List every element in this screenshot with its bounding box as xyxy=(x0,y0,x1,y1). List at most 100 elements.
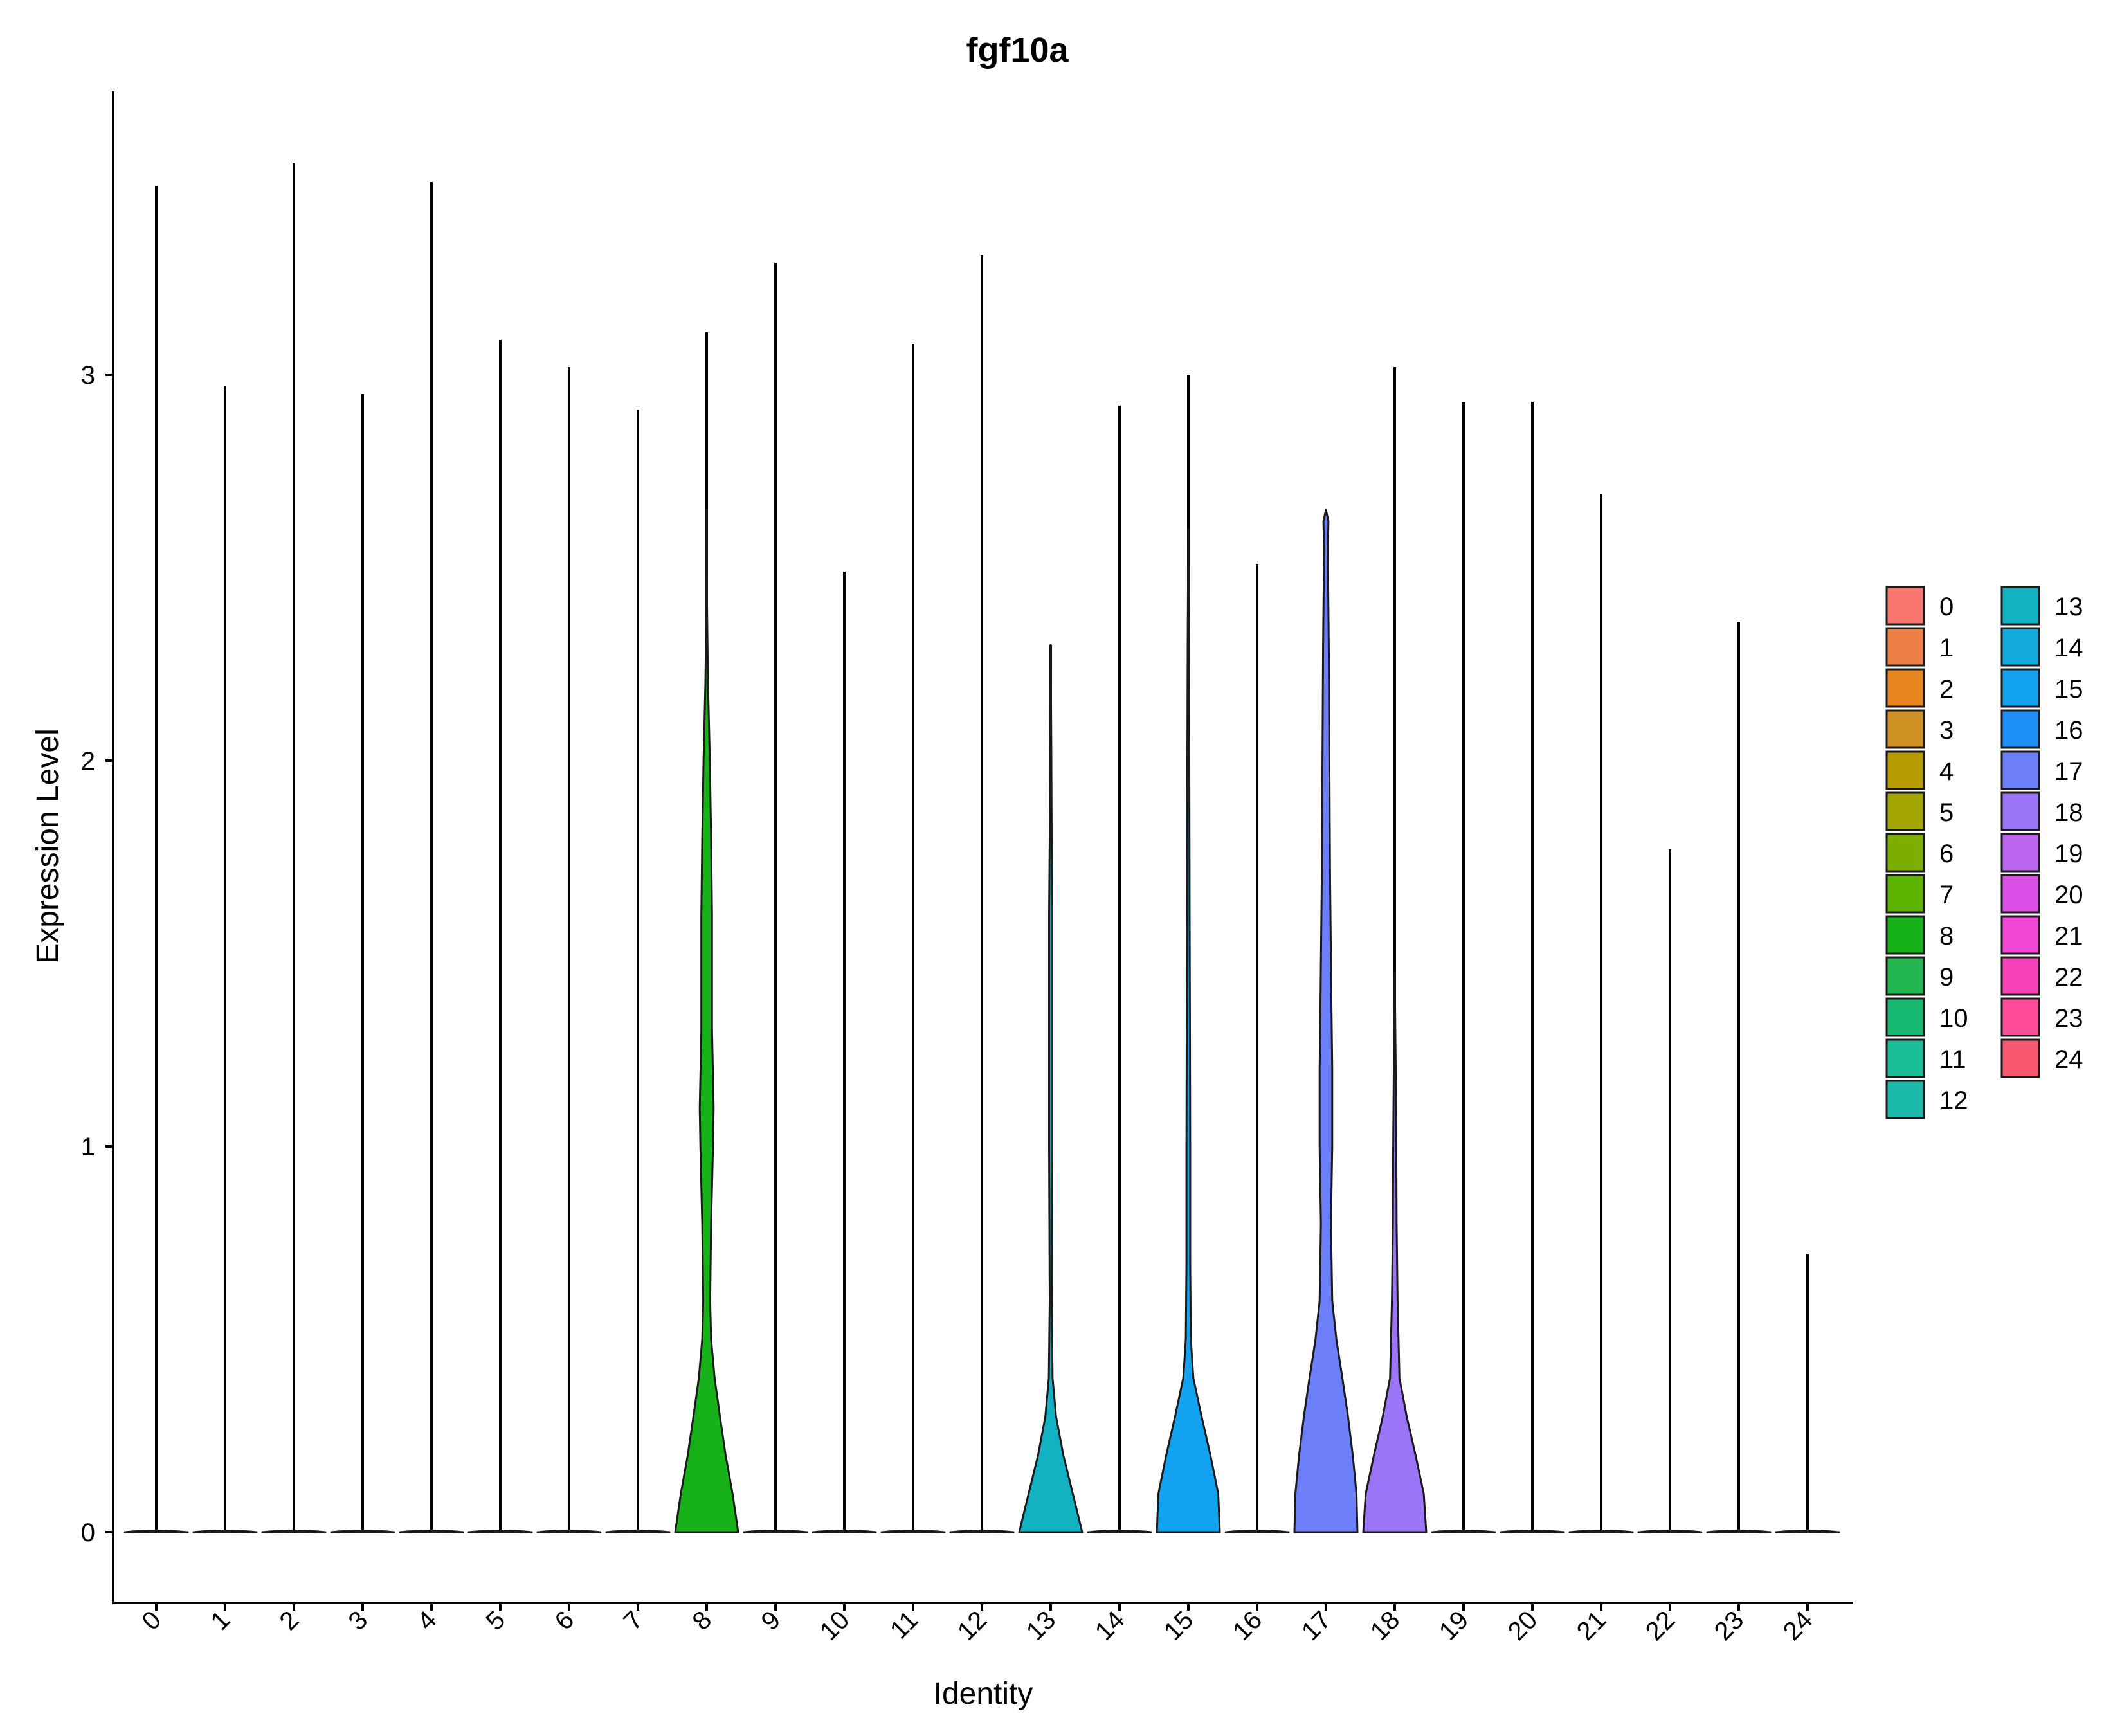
violin-22 xyxy=(1637,1530,1703,1533)
x-tick-label: 9 xyxy=(756,1605,786,1636)
violin-11 xyxy=(880,1530,946,1533)
legend-swatch-0 xyxy=(1885,586,1925,626)
x-tick-label: 7 xyxy=(619,1605,649,1636)
x-tick-label: 4 xyxy=(412,1605,442,1636)
x-tick-label: 8 xyxy=(687,1605,718,1636)
x-tick-label: 20 xyxy=(1503,1605,1543,1646)
x-tick-label: 23 xyxy=(1709,1605,1750,1646)
x-tick-label: 24 xyxy=(1778,1605,1818,1646)
legend-label-14: 14 xyxy=(2054,634,2083,662)
legend-label-8: 8 xyxy=(1939,922,1954,950)
legend-label-4: 4 xyxy=(1939,757,1954,786)
y-tick-label: 0 xyxy=(81,1519,95,1547)
legend-swatch-15 xyxy=(2000,668,2040,708)
violin-3 xyxy=(330,1530,395,1533)
legend-label-1: 1 xyxy=(1939,634,1954,662)
legend-swatch-10 xyxy=(1885,997,1925,1037)
legend-swatch-11 xyxy=(1885,1038,1925,1078)
legend-swatch-18 xyxy=(2000,791,2040,831)
legend-label-7: 7 xyxy=(1939,881,1954,909)
violin-14 xyxy=(1087,1530,1152,1533)
violin-2 xyxy=(261,1530,327,1533)
violin-17 xyxy=(1293,509,1359,1533)
x-tick-label: 22 xyxy=(1640,1605,1681,1646)
x-tick-label: 10 xyxy=(815,1605,855,1646)
legend-swatch-7 xyxy=(1885,874,1925,914)
violin-4 xyxy=(399,1530,464,1533)
legend-swatch-14 xyxy=(2000,627,2040,667)
legend-label-24: 24 xyxy=(2054,1045,2083,1074)
legend-label-10: 10 xyxy=(1939,1004,1968,1033)
violin-18 xyxy=(1362,972,1428,1533)
legend-swatch-24 xyxy=(2000,1038,2040,1078)
legend-label-21: 21 xyxy=(2054,922,2083,950)
violin-6 xyxy=(536,1530,602,1533)
legend-swatch-6 xyxy=(1885,833,1925,873)
legend-swatch-19 xyxy=(2000,833,2040,873)
violin-13 xyxy=(1018,644,1084,1533)
x-tick-label: 21 xyxy=(1572,1605,1612,1646)
legend-swatch-23 xyxy=(2000,997,2040,1037)
violin-5 xyxy=(467,1530,533,1533)
legend-label-20: 20 xyxy=(2054,881,2083,909)
x-tick-label: 0 xyxy=(137,1605,167,1636)
legend-swatch-4 xyxy=(1885,750,1925,790)
violin-8 xyxy=(674,509,739,1533)
violin-10 xyxy=(812,1530,877,1533)
legend-label-5: 5 xyxy=(1939,799,1954,827)
x-tick-label: 12 xyxy=(952,1605,993,1646)
y-ticks: 0 1 2 3 xyxy=(81,361,113,1547)
x-tick-label: 19 xyxy=(1434,1605,1474,1646)
legend-swatch-20 xyxy=(2000,874,2040,914)
x-tick-label: 1 xyxy=(206,1605,236,1636)
legend-label-22: 22 xyxy=(2054,963,2083,991)
legend-label-2: 2 xyxy=(1939,675,1954,703)
violin-19 xyxy=(1431,1530,1496,1533)
legend-label-18: 18 xyxy=(2054,799,2083,827)
legend-label-16: 16 xyxy=(2054,716,2083,745)
legend-swatch-9 xyxy=(1885,956,1925,996)
violin-1 xyxy=(192,1530,258,1533)
legend-swatch-22 xyxy=(2000,956,2040,996)
legend-label-15: 15 xyxy=(2054,675,2083,703)
y-tick-label: 3 xyxy=(81,361,95,390)
legend-label-17: 17 xyxy=(2054,757,2083,786)
x-tick-label: 17 xyxy=(1296,1605,1337,1646)
x-tick-label: 3 xyxy=(343,1605,374,1636)
y-tick-label: 1 xyxy=(81,1133,95,1161)
x-tick-label: 14 xyxy=(1090,1605,1130,1646)
legend-swatch-1 xyxy=(1885,627,1925,667)
x-axis-label: Identity xyxy=(934,1677,1033,1711)
legend-label-13: 13 xyxy=(2054,593,2083,621)
y-axis-label: Expression Level xyxy=(31,728,65,964)
legend-label-12: 12 xyxy=(1939,1087,1968,1115)
y-tick-label: 2 xyxy=(81,747,95,775)
x-tick-label: 5 xyxy=(481,1605,511,1636)
x-tick-label: 2 xyxy=(275,1605,305,1636)
legend-swatch-17 xyxy=(2000,750,2040,790)
legend-swatch-2 xyxy=(1885,668,1925,708)
violin-23 xyxy=(1706,1530,1772,1533)
legend-label-6: 6 xyxy=(1939,840,1954,868)
violin-20 xyxy=(1500,1530,1565,1533)
legend-swatch-12 xyxy=(1885,1080,1925,1119)
violin-15 xyxy=(1156,528,1221,1533)
legend-swatch-13 xyxy=(2000,586,2040,626)
legend-label-9: 9 xyxy=(1939,963,1954,991)
legend-label-19: 19 xyxy=(2054,840,2083,868)
chart-title: fgf10a xyxy=(966,31,1069,69)
x-tick-label: 6 xyxy=(550,1605,580,1636)
violin-0 xyxy=(123,1530,189,1533)
legend-swatch-21 xyxy=(2000,915,2040,955)
violin-16 xyxy=(1224,1530,1290,1533)
violin-24 xyxy=(1775,1530,1840,1533)
legend-label-11: 11 xyxy=(1939,1045,1966,1074)
x-tick-label: 15 xyxy=(1159,1605,1199,1646)
x-tick-label: 18 xyxy=(1365,1605,1406,1646)
legend-swatch-8 xyxy=(1885,915,1925,955)
violin-7 xyxy=(605,1530,671,1533)
violin-12 xyxy=(949,1530,1015,1533)
x-tick-label: 11 xyxy=(885,1605,923,1644)
legend-swatch-3 xyxy=(1885,709,1925,749)
